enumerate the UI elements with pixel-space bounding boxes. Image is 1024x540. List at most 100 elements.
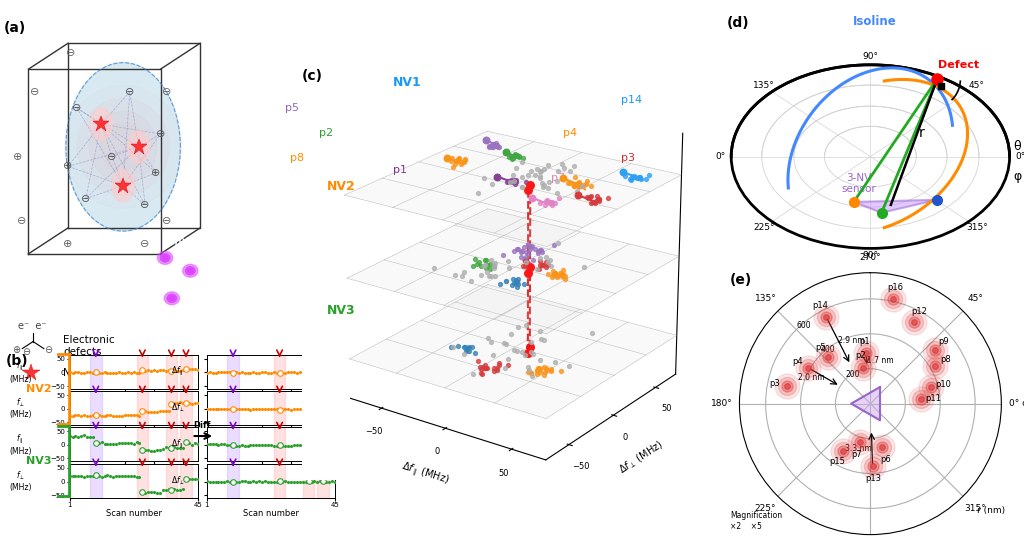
Text: ⊕: ⊕	[63, 161, 73, 171]
Bar	[317, 355, 329, 389]
Polygon shape	[851, 387, 880, 420]
Text: 2.9 nm: 2.9 nm	[839, 336, 865, 345]
Text: p1: p1	[859, 336, 870, 346]
Text: (b): (b)	[5, 354, 28, 368]
Bar	[317, 391, 329, 425]
Bar	[273, 464, 286, 498]
Text: p11: p11	[925, 394, 941, 403]
Text: NV3: NV3	[26, 456, 51, 467]
Text: 0°: 0°	[715, 152, 725, 161]
Text: p3: p3	[622, 153, 636, 163]
Y-axis label: $f_{\perp}$
(MHz): $f_{\perp}$ (MHz)	[9, 469, 32, 492]
Text: p9: p9	[939, 338, 949, 347]
Bar	[227, 427, 239, 461]
Text: ⊖: ⊖	[125, 87, 134, 97]
Text: p14: p14	[812, 301, 828, 310]
Text: Magnification: Magnification	[730, 511, 782, 520]
Y-axis label: $\Delta f_{\perp}$: $\Delta f_{\perp}$	[171, 475, 185, 487]
Text: 1.7 nm: 1.7 nm	[866, 356, 893, 364]
Bar	[90, 464, 101, 498]
Text: NV2: NV2	[150, 245, 160, 249]
Bar	[303, 391, 314, 425]
Bar	[166, 355, 177, 389]
Bar	[136, 355, 148, 389]
Bar	[90, 391, 101, 425]
Text: Defect: Defect	[938, 60, 979, 70]
Ellipse shape	[100, 123, 146, 171]
Text: NV2: NV2	[327, 180, 355, 193]
Text: (a): (a)	[4, 21, 27, 35]
Bar	[136, 391, 148, 425]
Text: 3-NV
sensor: 3-NV sensor	[842, 173, 877, 194]
Ellipse shape	[167, 294, 177, 302]
Text: p10: p10	[935, 380, 951, 389]
Text: p2: p2	[855, 352, 865, 360]
Text: p15: p15	[829, 457, 845, 465]
Text: NV3: NV3	[156, 285, 166, 290]
Ellipse shape	[187, 268, 194, 273]
Text: ⊕: ⊕	[152, 168, 161, 178]
Y-axis label: $\Delta f_{\parallel}$: $\Delta f_{\parallel}$	[171, 365, 184, 379]
Y-axis label: $\Delta f_{\perp}$ (MHz): $\Delta f_{\perp}$ (MHz)	[616, 438, 667, 477]
Text: ×2    ×5: ×2 ×5	[730, 522, 762, 531]
Bar	[227, 355, 239, 389]
Text: ⊕: ⊕	[12, 345, 19, 355]
Ellipse shape	[163, 255, 168, 260]
Bar	[273, 427, 286, 461]
X-axis label: Scan number: Scan number	[243, 509, 299, 518]
Ellipse shape	[164, 292, 179, 305]
Text: ⊖: ⊖	[66, 48, 75, 58]
Bar	[90, 427, 101, 461]
Bar	[136, 427, 148, 461]
Bar	[303, 427, 314, 461]
Text: 225°: 225°	[754, 223, 775, 232]
Text: r: r	[919, 126, 925, 140]
Ellipse shape	[66, 63, 180, 231]
Y-axis label: $\Delta f_{\parallel}$: $\Delta f_{\parallel}$	[171, 437, 184, 451]
Text: p4: p4	[793, 357, 803, 366]
Text: 200 nm: 200 nm	[190, 307, 209, 312]
Text: NV3: NV3	[327, 304, 355, 317]
Text: ⊖: ⊖	[163, 217, 172, 226]
Bar	[227, 464, 239, 498]
Ellipse shape	[160, 254, 170, 262]
Ellipse shape	[185, 267, 196, 275]
Text: ⊖: ⊖	[163, 87, 172, 97]
Bar	[90, 355, 101, 389]
Ellipse shape	[182, 264, 198, 277]
Text: p2: p2	[318, 128, 333, 138]
Y-axis label: $f_{\parallel}$
(MHz): $f_{\parallel}$ (MHz)	[9, 433, 32, 456]
Text: ⊕: ⊕	[12, 152, 23, 161]
Text: p4: p4	[563, 128, 578, 138]
Text: Electronic: Electronic	[63, 335, 115, 345]
Text: 0°: 0°	[1016, 152, 1024, 161]
Text: defects: defects	[63, 347, 101, 357]
Text: ⊖: ⊖	[44, 345, 52, 355]
Text: ⊖: ⊖	[81, 194, 90, 204]
Text: ⊖: ⊖	[108, 152, 117, 161]
Bar	[180, 355, 191, 389]
Text: NV1: NV1	[174, 258, 184, 262]
Ellipse shape	[90, 108, 113, 140]
Text: (e): (e)	[730, 273, 753, 287]
Bar	[166, 464, 177, 498]
Bar	[317, 464, 329, 498]
Text: p13: p13	[865, 474, 881, 483]
Text: p5: p5	[815, 343, 825, 353]
Bar	[303, 355, 314, 389]
Text: p14: p14	[622, 94, 642, 105]
Text: 135°: 135°	[754, 81, 775, 90]
Text: ⊖: ⊖	[31, 87, 40, 97]
Text: ⊖: ⊖	[17, 217, 27, 226]
Text: (d): (d)	[727, 16, 750, 30]
Text: 90°: 90°	[862, 52, 879, 60]
Text: p8: p8	[290, 153, 304, 163]
X-axis label: Scan number: Scan number	[105, 509, 162, 518]
Bar	[136, 464, 148, 498]
Text: r (nm): r (nm)	[978, 506, 1006, 515]
Text: p5: p5	[286, 103, 299, 113]
Text: ⊕: ⊕	[63, 239, 73, 249]
X-axis label: $\Delta f_{\parallel}$ (MHz): $\Delta f_{\parallel}$ (MHz)	[399, 460, 451, 490]
Text: ⊖: ⊖	[73, 103, 82, 113]
Bar	[317, 427, 329, 461]
